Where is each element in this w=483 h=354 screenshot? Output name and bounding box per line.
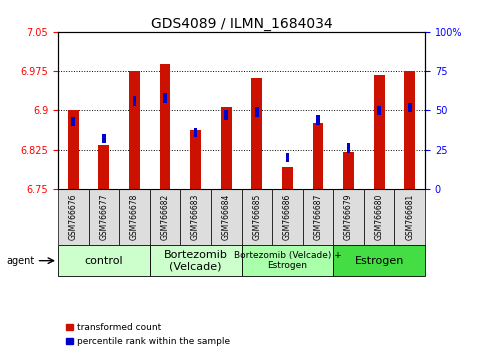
Text: control: control [85,256,123,266]
Bar [285,153,289,162]
Bar [255,107,258,117]
FancyBboxPatch shape [395,189,425,245]
Bar [163,93,167,103]
Bar [102,134,106,143]
Text: GSM766684: GSM766684 [222,194,231,240]
Bar [252,78,262,189]
FancyBboxPatch shape [364,189,395,245]
Legend: transformed count, percentile rank within the sample: transformed count, percentile rank withi… [62,320,234,349]
Bar [374,75,384,189]
Bar [313,122,323,189]
Text: Bortezomib (Velcade) +
Estrogen: Bortezomib (Velcade) + Estrogen [233,251,341,270]
Bar [377,106,381,115]
Bar [133,96,136,106]
Bar [408,103,412,112]
Text: GSM766680: GSM766680 [375,194,384,240]
Bar [129,71,140,189]
FancyBboxPatch shape [58,245,150,276]
Text: GSM766677: GSM766677 [99,194,108,240]
Bar [190,130,201,189]
FancyBboxPatch shape [333,245,425,276]
FancyBboxPatch shape [211,189,242,245]
Bar [282,166,293,189]
Text: GSM766682: GSM766682 [160,194,170,240]
Text: agent: agent [6,256,34,266]
Bar [343,152,354,189]
Bar [225,110,228,120]
FancyBboxPatch shape [180,189,211,245]
FancyBboxPatch shape [242,245,333,276]
Bar [160,64,170,189]
Text: GSM766681: GSM766681 [405,194,414,240]
Bar [99,144,109,189]
FancyBboxPatch shape [119,189,150,245]
Bar [221,107,231,189]
Bar [347,143,350,153]
Text: GSM766687: GSM766687 [313,194,323,240]
Bar [404,71,415,189]
Bar [68,110,79,189]
Bar [194,128,198,137]
FancyBboxPatch shape [88,189,119,245]
Text: Estrogen: Estrogen [355,256,404,266]
Text: GSM766683: GSM766683 [191,194,200,240]
FancyBboxPatch shape [272,189,303,245]
Title: GDS4089 / ILMN_1684034: GDS4089 / ILMN_1684034 [151,17,332,31]
Text: Bortezomib
(Velcade): Bortezomib (Velcade) [164,250,227,272]
FancyBboxPatch shape [58,189,88,245]
FancyBboxPatch shape [303,189,333,245]
Text: GSM766685: GSM766685 [252,194,261,240]
Text: GSM766686: GSM766686 [283,194,292,240]
FancyBboxPatch shape [150,245,242,276]
Text: GSM766678: GSM766678 [130,194,139,240]
FancyBboxPatch shape [150,189,180,245]
FancyBboxPatch shape [333,189,364,245]
Text: GSM766676: GSM766676 [69,194,78,240]
Text: GSM766679: GSM766679 [344,194,353,240]
FancyBboxPatch shape [242,189,272,245]
Bar [316,115,320,125]
Bar [71,117,75,126]
